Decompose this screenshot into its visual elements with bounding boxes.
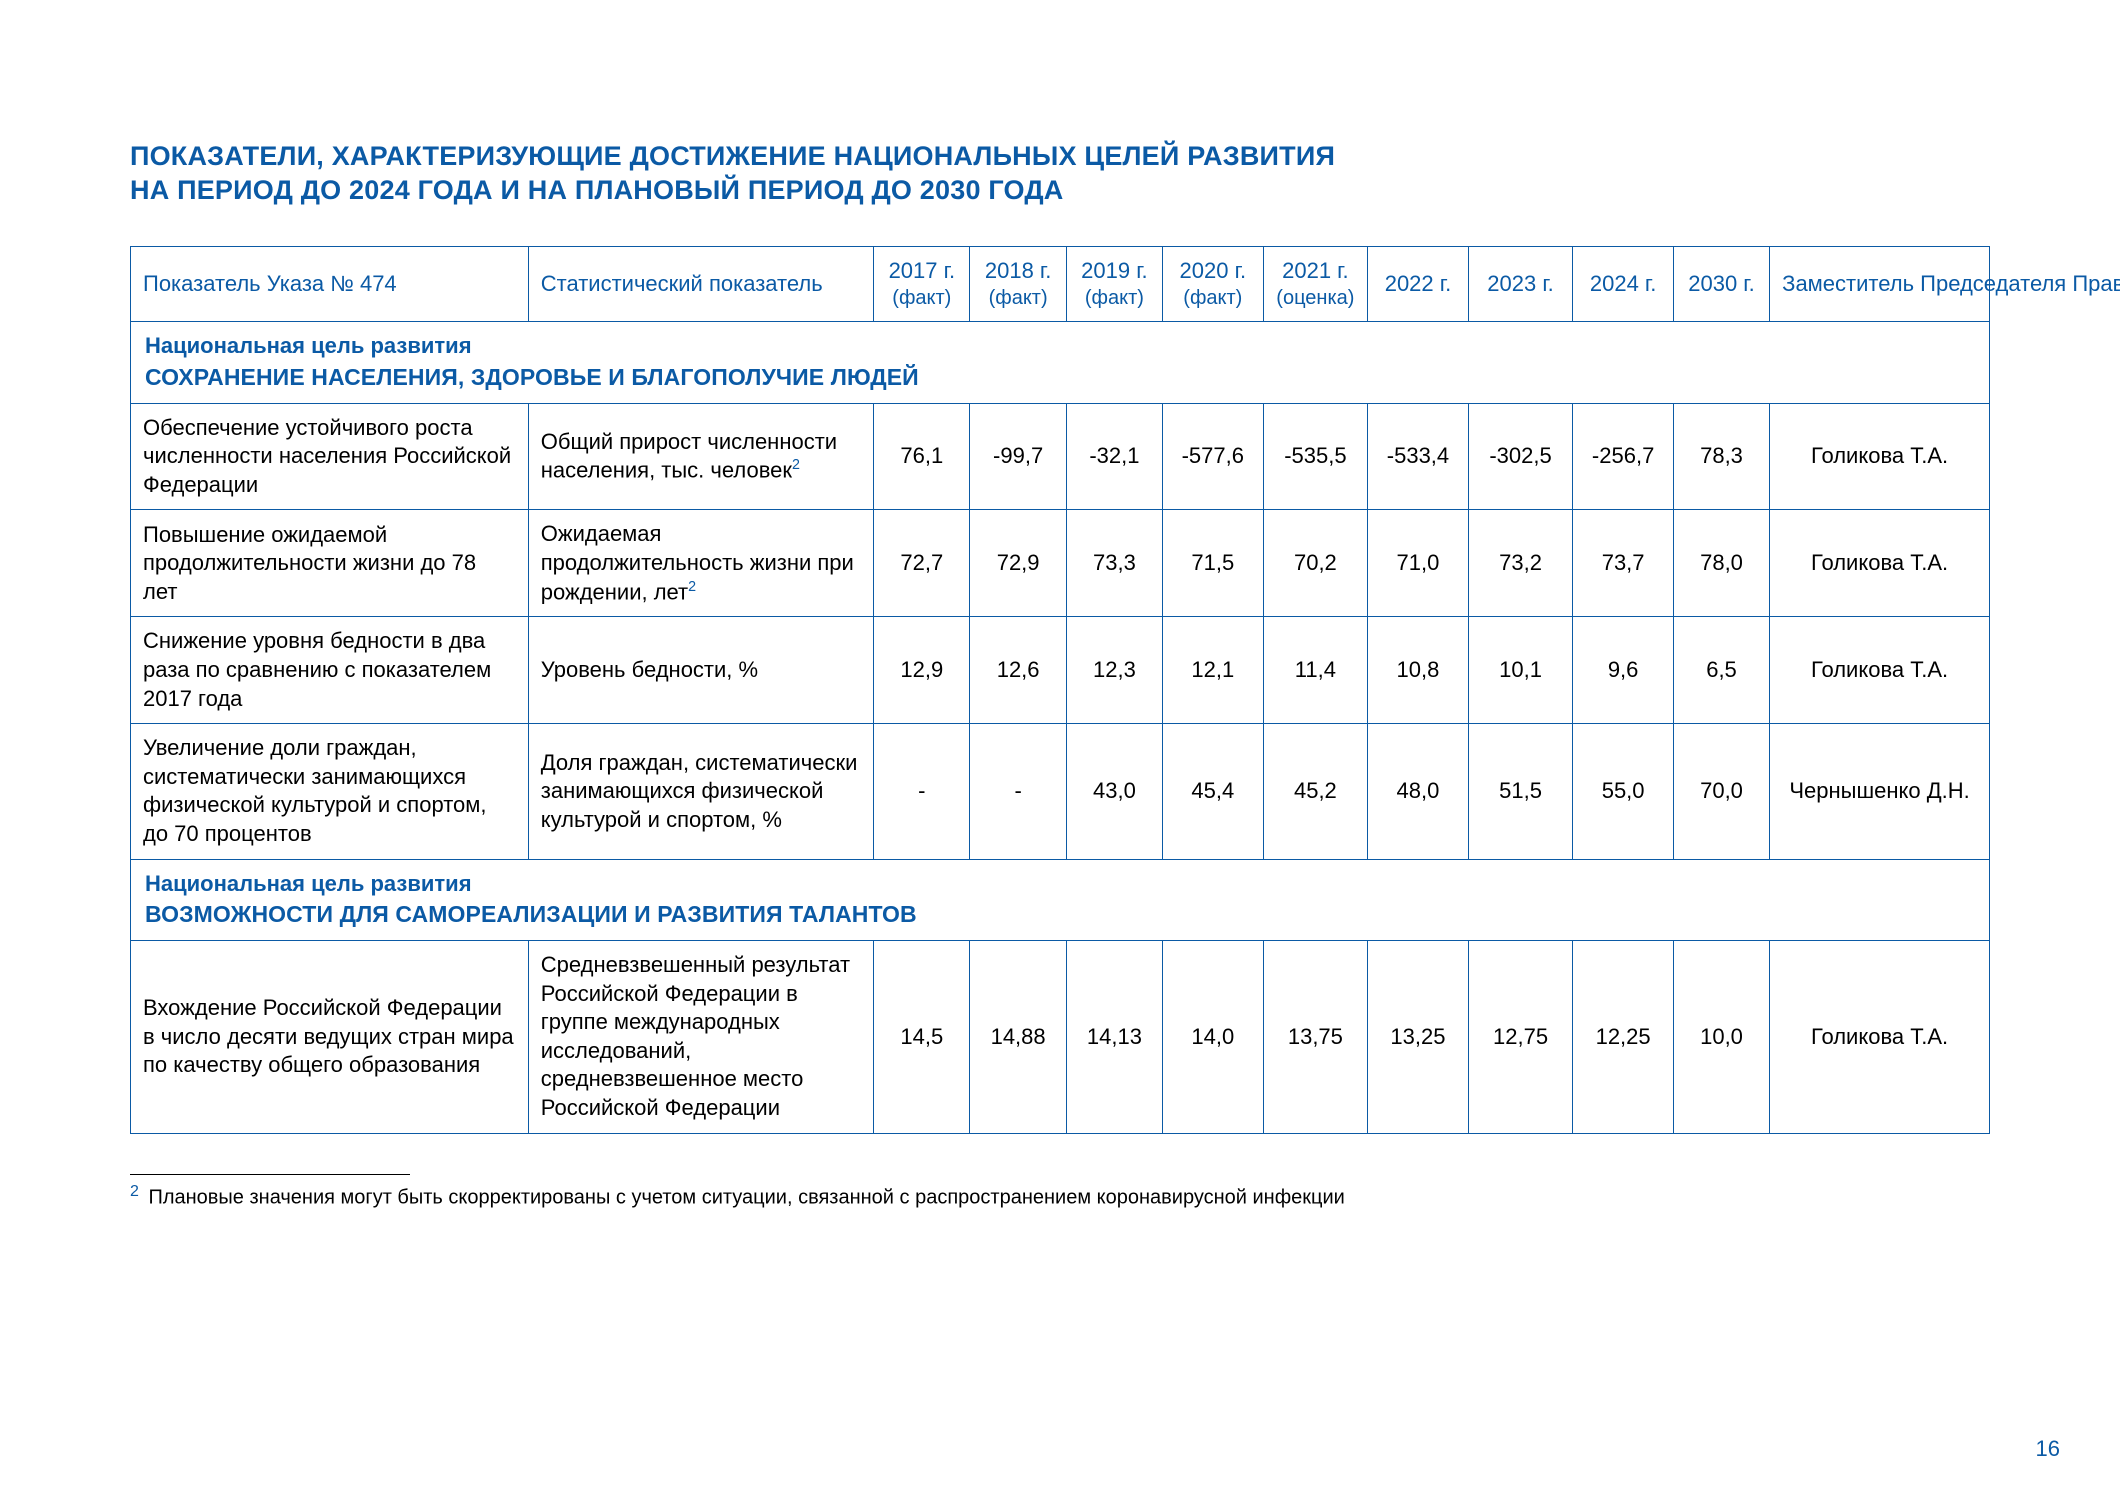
value-cell: 70,2 xyxy=(1263,510,1368,617)
table-body: Национальная цель развитияСОХРАНЕНИЕ НАС… xyxy=(131,322,1990,1134)
table-header-cell: 2023 г. xyxy=(1468,246,1573,322)
page-title: ПОКАЗАТЕЛИ, ХАРАКТЕРИЗУЮЩИЕ ДОСТИЖЕНИЕ Н… xyxy=(130,140,1990,208)
table-header-row: Показатель Указа № 474Статистический пок… xyxy=(131,246,1990,322)
table-header-cell: 2019 г.(факт) xyxy=(1066,246,1162,322)
table-row: Снижение уровня бедности в два раза по с… xyxy=(131,617,1990,724)
value-cell: 55,0 xyxy=(1573,724,1673,859)
table-row: Вхождение Российской Федерации в число д… xyxy=(131,941,1990,1134)
indicator-cell: Обеспечение устойчивого роста численност… xyxy=(131,403,529,510)
indicator-cell: Увеличение доли граждан, систематически … xyxy=(131,724,529,859)
value-cell: 73,2 xyxy=(1468,510,1573,617)
value-cell: 14,88 xyxy=(970,941,1066,1134)
value-cell: 12,25 xyxy=(1573,941,1673,1134)
value-cell: 10,8 xyxy=(1368,617,1468,724)
section-row: Национальная цель развитияСОХРАНЕНИЕ НАС… xyxy=(131,322,1990,403)
table-row: Увеличение доли граждан, систематически … xyxy=(131,724,1990,859)
value-cell: 45,2 xyxy=(1263,724,1368,859)
stat-cell: Общий прирост численности населения, тыс… xyxy=(528,403,873,510)
stat-cell: Ожидаемая продолжительность жизни при ро… xyxy=(528,510,873,617)
table-row: Обеспечение устойчивого роста численност… xyxy=(131,403,1990,510)
value-cell: 45,4 xyxy=(1163,724,1263,859)
value-cell: 13,25 xyxy=(1368,941,1468,1134)
value-cell: 70,0 xyxy=(1673,724,1769,859)
footnote-number: 2 xyxy=(130,1183,139,1200)
value-cell: 12,9 xyxy=(874,617,970,724)
value-cell: 72,9 xyxy=(970,510,1066,617)
value-cell: 9,6 xyxy=(1573,617,1673,724)
responsible-cell: Чернышенко Д.Н. xyxy=(1770,724,1990,859)
table-header-cell: Показатель Указа № 474 xyxy=(131,246,529,322)
value-cell: - xyxy=(970,724,1066,859)
stat-cell: Средневзвешенный результат Российской Фе… xyxy=(528,941,873,1134)
value-cell: -256,7 xyxy=(1573,403,1673,510)
footnote-text: Плановые значения могут быть скорректиро… xyxy=(148,1186,1344,1208)
value-cell: -302,5 xyxy=(1468,403,1573,510)
table-header-cell: 2017 г.(факт) xyxy=(874,246,970,322)
indicator-cell: Вхождение Российской Федерации в число д… xyxy=(131,941,529,1134)
section-heading: Национальная цель развитияВОЗМОЖНОСТИ ДЛ… xyxy=(131,859,1990,940)
value-cell: -535,5 xyxy=(1263,403,1368,510)
value-cell: 73,3 xyxy=(1066,510,1162,617)
table-header-cell: Заместитель Председателя Правительства Р… xyxy=(1770,246,1990,322)
table-header-cell: 2018 г.(факт) xyxy=(970,246,1066,322)
responsible-cell: Голикова Т.А. xyxy=(1770,941,1990,1134)
value-cell: 48,0 xyxy=(1368,724,1468,859)
value-cell: 72,7 xyxy=(874,510,970,617)
responsible-cell: Голикова Т.А. xyxy=(1770,617,1990,724)
value-cell: -99,7 xyxy=(970,403,1066,510)
value-cell: -533,4 xyxy=(1368,403,1468,510)
value-cell: 6,5 xyxy=(1673,617,1769,724)
responsible-cell: Голикова Т.А. xyxy=(1770,510,1990,617)
responsible-cell: Голикова Т.А. xyxy=(1770,403,1990,510)
footnote-divider xyxy=(130,1174,410,1175)
title-line-2: НА ПЕРИОД ДО 2024 ГОДА И НА ПЛАНОВЫЙ ПЕР… xyxy=(130,175,1064,205)
value-cell: 71,0 xyxy=(1368,510,1468,617)
stat-cell: Доля граждан, систематически занимающихс… xyxy=(528,724,873,859)
table-row: Повышение ожидаемой продолжительности жи… xyxy=(131,510,1990,617)
value-cell: - xyxy=(874,724,970,859)
value-cell: 43,0 xyxy=(1066,724,1162,859)
value-cell: 12,75 xyxy=(1468,941,1573,1134)
indicators-table: Показатель Указа № 474Статистический пок… xyxy=(130,246,1990,1134)
indicator-cell: Повышение ожидаемой продолжительности жи… xyxy=(131,510,529,617)
table-header-cell: 2030 г. xyxy=(1673,246,1769,322)
value-cell: 12,3 xyxy=(1066,617,1162,724)
value-cell: 14,13 xyxy=(1066,941,1162,1134)
value-cell: 10,1 xyxy=(1468,617,1573,724)
value-cell: 14,0 xyxy=(1163,941,1263,1134)
value-cell: 12,6 xyxy=(970,617,1066,724)
value-cell: 14,5 xyxy=(874,941,970,1134)
value-cell: 71,5 xyxy=(1163,510,1263,617)
title-line-1: ПОКАЗАТЕЛИ, ХАРАКТЕРИЗУЮЩИЕ ДОСТИЖЕНИЕ Н… xyxy=(130,141,1335,171)
value-cell: 10,0 xyxy=(1673,941,1769,1134)
indicator-cell: Снижение уровня бедности в два раза по с… xyxy=(131,617,529,724)
table-header-cell: 2020 г.(факт) xyxy=(1163,246,1263,322)
page-number: 16 xyxy=(2036,1436,2060,1462)
value-cell: 11,4 xyxy=(1263,617,1368,724)
stat-cell: Уровень бедности, % xyxy=(528,617,873,724)
table-header-cell: 2024 г. xyxy=(1573,246,1673,322)
value-cell: 78,3 xyxy=(1673,403,1769,510)
value-cell: 76,1 xyxy=(874,403,970,510)
value-cell: 78,0 xyxy=(1673,510,1769,617)
table-header-cell: 2022 г. xyxy=(1368,246,1468,322)
table-header-cell: 2021 г.(оценка) xyxy=(1263,246,1368,322)
section-heading: Национальная цель развитияСОХРАНЕНИЕ НАС… xyxy=(131,322,1990,403)
value-cell: 13,75 xyxy=(1263,941,1368,1134)
table-header-cell: Статистический показатель xyxy=(528,246,873,322)
value-cell: 73,7 xyxy=(1573,510,1673,617)
value-cell: 12,1 xyxy=(1163,617,1263,724)
section-row: Национальная цель развитияВОЗМОЖНОСТИ ДЛ… xyxy=(131,859,1990,940)
value-cell: 51,5 xyxy=(1468,724,1573,859)
value-cell: -32,1 xyxy=(1066,403,1162,510)
footnote: 2 Плановые значения могут быть скорректи… xyxy=(130,1183,1990,1210)
value-cell: -577,6 xyxy=(1163,403,1263,510)
